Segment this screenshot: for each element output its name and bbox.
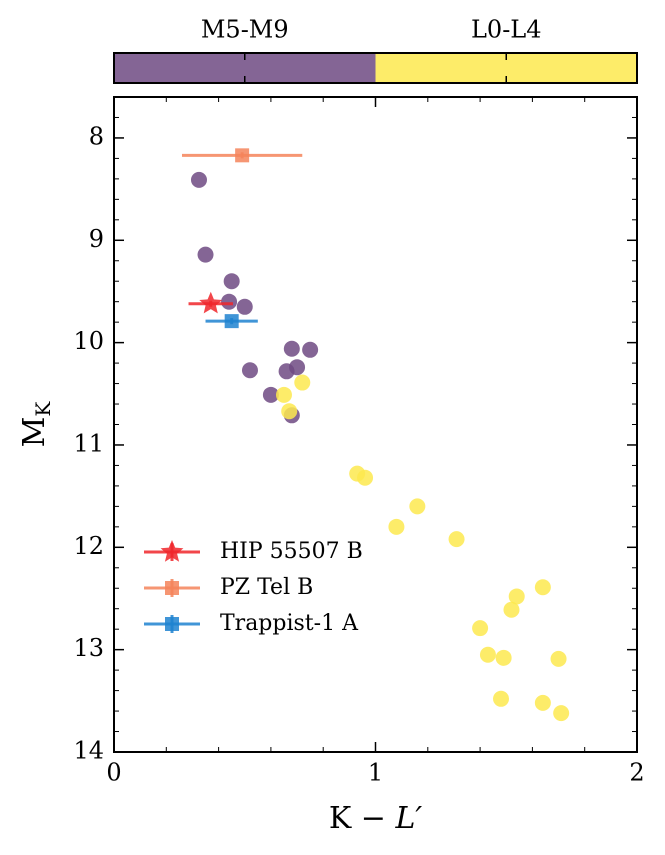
y-tick-label: 12 [73,532,104,560]
point [503,601,520,618]
colorbar-label: M5-M9 [201,16,289,44]
legend-label: PZ Tel B [220,575,313,600]
point [224,314,239,329]
y-axis-label-part: K [31,401,55,417]
point [493,690,510,707]
point [221,293,238,310]
y-tick-label: 8 [89,122,104,150]
legend-marker [160,540,184,562]
legend-marker [165,617,179,631]
point [275,386,292,403]
x-axis-label: K − L′ [329,801,423,836]
point [553,705,570,722]
point [302,341,319,358]
x-axis-label-part: K − [329,801,396,836]
point [289,359,306,376]
point [388,518,405,535]
y-tick-label: 10 [73,327,104,355]
plot-frame [113,96,638,753]
point [550,650,567,667]
point [495,649,512,666]
x-tick-label: 1 [368,759,383,787]
colorbar-frame [113,52,638,84]
y-tick-label: 9 [89,225,104,253]
point [199,291,223,314]
point [235,148,250,163]
point [294,374,311,391]
point [409,498,426,515]
point [262,386,279,403]
x-axis-label-part: L′ [394,801,422,836]
legend-marker [165,581,179,595]
point [472,620,489,637]
y-tick-label: 11 [73,429,104,457]
point [534,694,551,711]
y-axis-label: MK [17,401,55,448]
x-tick-label: 2 [629,759,644,787]
point [190,171,207,188]
y-tick-label: 14 [73,737,104,765]
y-tick-label: 13 [73,634,104,662]
point [508,588,525,605]
colorbar-label: L0-L4 [471,16,542,44]
point [534,579,551,596]
x-tick-label: 0 [106,759,121,787]
point [357,469,374,486]
legend-label: HIP 55507 B [220,539,363,564]
legend-label: Trappist-1 A [220,611,359,636]
legend: HIP 55507 B PZ Tel B Trappist-1 A [144,539,363,636]
point [283,340,300,357]
point [223,273,240,290]
point [236,298,253,315]
point [448,531,465,548]
point [281,403,298,420]
point [241,362,258,379]
point [479,646,496,663]
y-axis-label-part: M [17,417,52,448]
point [197,246,214,263]
